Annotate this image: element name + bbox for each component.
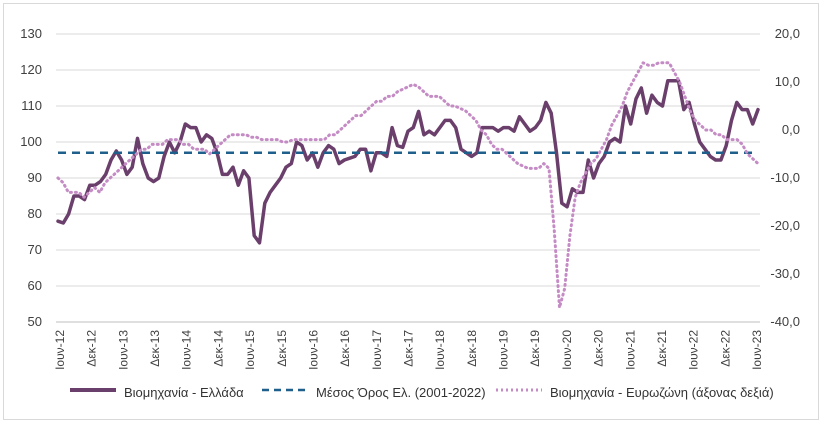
series-line-0 (56, 79, 760, 245)
left-axis-tick-label: 70 (28, 242, 42, 257)
right-axis-tick-label: -40,0 (770, 314, 800, 329)
right-axis-tick-label: -10,0 (770, 170, 800, 185)
legend-swatch-greece (70, 388, 116, 398)
legend-item-greece: Βιομηχανία - Ελλάδα (70, 385, 244, 400)
left-axis-tick-label: 110 (21, 98, 42, 113)
x-axis-tick-label: Ιουν-14 (180, 330, 194, 370)
x-axis-tick-label: Δεκ-16 (338, 330, 352, 367)
right-axis-tick-label: -20,0 (770, 218, 800, 233)
chart-frame (3, 3, 819, 420)
x-axis-tick-label: Δεκ-22 (718, 330, 732, 367)
x-axis-tick-label: Δεκ-17 (402, 330, 416, 367)
x-axis-tick-label: Ιουν-16 (306, 330, 320, 370)
legend-label-average: Μέσος Όρος Ελ. (2001-2022) (316, 385, 486, 400)
legend-swatch-average (262, 388, 308, 398)
left-axis-tick-label: 130 (20, 26, 42, 41)
right-axis-tick-label: 0,0 (782, 122, 800, 137)
x-axis-tick-label: Ιουν-20 (560, 330, 574, 370)
x-axis-tick-label: Δεκ-13 (148, 330, 162, 367)
left-axis-tick-label: 60 (28, 278, 42, 293)
x-axis-tick-label: Ιουν-13 (116, 330, 130, 370)
x-axis-tick-label: Δεκ-20 (592, 330, 606, 367)
x-axis-tick-label: Ιουν-12 (53, 330, 67, 370)
right-axis-tick-label: 10,0 (775, 74, 800, 89)
x-axis-tick-label: Δεκ-21 (655, 330, 669, 367)
x-axis-tick-label: Δεκ-15 (275, 330, 289, 367)
legend-label-eurozone: Βιομηχανία - Ευρωζώνη (άξονας δεξιά) (550, 385, 774, 400)
series-line-2 (56, 61, 760, 310)
x-axis-tick-label: Ιουν-21 (623, 330, 637, 370)
left-axis-tick-label: 100 (20, 134, 42, 149)
left-axis-tick-label: 80 (28, 206, 42, 221)
left-axis-tick-label: 120 (20, 62, 42, 77)
legend-label-greece: Βιομηχανία - Ελλάδα (124, 385, 244, 400)
legend-item-average: Μέσος Όρος Ελ. (2001-2022) (262, 385, 486, 400)
chart-legend: Βιομηχανία - Ελλάδα Μέσος Όρος Ελ. (2001… (0, 385, 824, 409)
x-axis-tick-label: Ιουν-18 (433, 330, 447, 370)
x-axis-tick-label: Ιουν-23 (750, 330, 764, 370)
x-axis-tick-label: Ιουν-15 (243, 330, 257, 370)
legend-item-eurozone: Βιομηχανία - Ευρωζώνη (άξονας δεξιά) (496, 385, 774, 400)
right-axis-tick-label: 20,0 (775, 26, 800, 41)
left-axis-tick-label: 90 (28, 170, 42, 185)
x-axis-tick-label: Δεκ-12 (85, 330, 99, 367)
x-axis-tick-label: Ιουν-17 (370, 330, 384, 370)
x-axis-tick-label: Ιουν-22 (687, 330, 701, 370)
legend-swatch-eurozone (496, 388, 542, 398)
x-axis-tick-label: Δεκ-18 (465, 330, 479, 367)
x-axis-tick-label: Ιουν-19 (497, 330, 511, 370)
x-axis-tick-label: Δεκ-14 (211, 330, 225, 367)
right-axis-tick-label: -30,0 (770, 266, 800, 281)
x-axis-tick-label: Δεκ-19 (528, 330, 542, 367)
left-axis-tick-label: 50 (28, 314, 42, 329)
